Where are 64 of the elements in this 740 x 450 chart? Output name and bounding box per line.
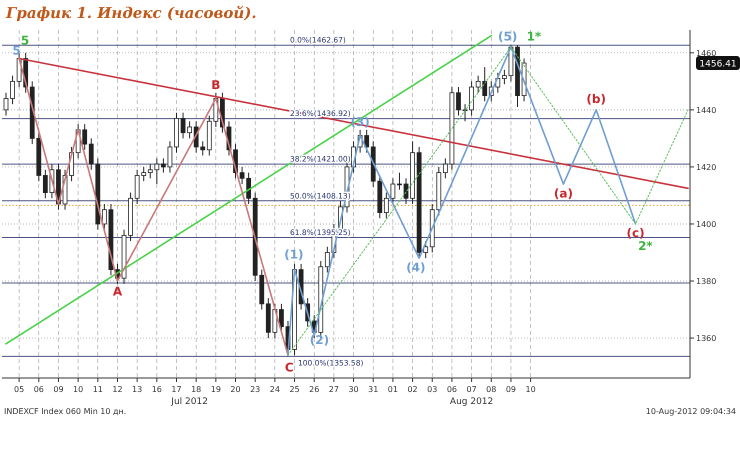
- candlestick: [384, 192, 389, 219]
- candlestick: [88, 138, 94, 170]
- x-tick-label: 26: [309, 385, 320, 394]
- chart-title: График 1. Индекс (часовой).: [5, 4, 257, 22]
- annotation: 5: [12, 44, 21, 58]
- x-tick-label: 10: [526, 385, 536, 394]
- y-tick-label: 1380: [696, 277, 716, 286]
- x-tick-label: 10: [73, 385, 84, 394]
- x-tick-label: 24: [270, 385, 280, 394]
- x-tick-label: 12: [112, 385, 123, 394]
- y-tick-label: 1460: [696, 48, 716, 58]
- x-tick-label: 09: [506, 385, 516, 394]
- annotation: B: [211, 78, 220, 92]
- x-tick-label: 05: [14, 385, 24, 394]
- candlestick: [476, 75, 481, 94]
- annotation: 5: [20, 34, 30, 48]
- candlestick: [324, 246, 330, 273]
- x-tick-label: 06: [34, 385, 44, 394]
- candlestick: [148, 164, 153, 179]
- candlestick: [42, 169, 48, 199]
- x-tick-label: 31: [368, 385, 378, 394]
- annotation: (1): [284, 248, 304, 262]
- x-tick-label: 13: [132, 385, 142, 394]
- x-tick-label: 09: [53, 385, 64, 394]
- x-tick-label: 23: [250, 385, 260, 394]
- x-tick-label: 25: [289, 385, 300, 394]
- annotation: 1*: [526, 29, 542, 44]
- annotation: (2): [310, 333, 330, 348]
- x-tick-label: 01: [388, 385, 398, 394]
- annotation: C: [284, 360, 294, 374]
- x-tick-label: 27: [328, 385, 339, 394]
- x-tick-label: 08: [486, 385, 496, 394]
- x-tick-label: 06: [446, 385, 458, 394]
- x-tick-label: 02: [407, 385, 418, 394]
- x-tick-label: 30: [348, 385, 359, 394]
- text: 1456.41: [699, 60, 737, 70]
- x-tick-label: 03: [427, 385, 438, 394]
- annotation: (b): [586, 92, 606, 106]
- y-tick-label: 1400: [696, 220, 716, 229]
- x-tick-label: 11: [92, 385, 103, 394]
- x-tick-label: 16: [152, 385, 162, 394]
- x-tick-label: 20: [230, 385, 241, 394]
- y-tick-label: 1420: [696, 162, 716, 172]
- annotation: (a): [554, 186, 573, 200]
- annotation: (c): [626, 226, 645, 240]
- annotation: 2*: [638, 239, 654, 254]
- y-tick-label: 1440: [696, 106, 716, 115]
- text: INDEXCF Index 060 Min 10 дн.: [4, 407, 126, 416]
- annotation: A: [112, 284, 123, 299]
- x-tick-label: 19: [210, 385, 221, 394]
- text: 10-Aug-2012 09:04:34: [646, 407, 736, 416]
- x-tick-label: 18: [191, 385, 202, 394]
- candlestick: [134, 169, 140, 204]
- x-tick-label: 17: [171, 385, 182, 394]
- annotation: (4): [406, 260, 426, 274]
- candlestick: [200, 140, 206, 156]
- candlestick: [82, 124, 88, 150]
- candlestick: [141, 166, 146, 182]
- text: Aug 2012: [450, 397, 494, 407]
- text: Jul 2012: [170, 397, 208, 407]
- annotation: (5): [498, 29, 518, 44]
- y-tick-label: 1360: [696, 334, 716, 344]
- x-tick-label: 07: [466, 385, 477, 394]
- candlestick: [154, 158, 160, 185]
